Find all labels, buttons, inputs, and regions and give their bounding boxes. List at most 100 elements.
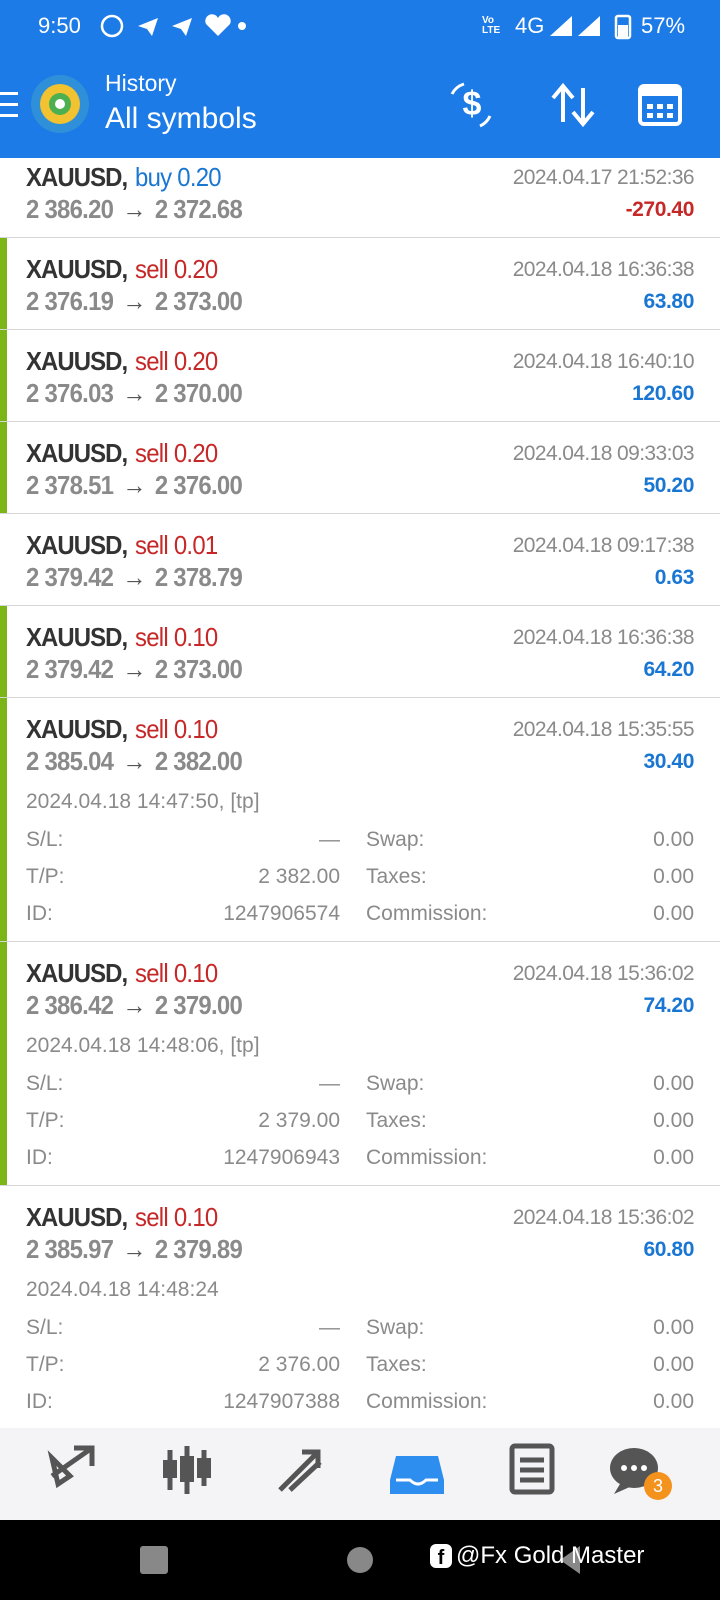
trade-action: sell 0.20 <box>135 254 218 284</box>
close-price: 2 379.89 <box>154 1234 243 1264</box>
detail-value: 0.00 <box>653 1353 694 1376</box>
open-price: 2 376.03 <box>26 378 114 408</box>
trade-action: sell 0.10 <box>135 714 218 744</box>
detail-label: T/P: <box>26 1109 65 1132</box>
price-arrow: → <box>122 654 146 684</box>
detail-value: 0.00 <box>653 865 694 888</box>
detail-label: Taxes: <box>366 1109 427 1132</box>
svg-text:$: $ <box>463 85 482 123</box>
detail-label: T/P: <box>26 865 65 888</box>
detail-label: Commission: <box>366 1390 488 1413</box>
detail-value: 2 376.00 <box>258 1353 340 1376</box>
detail-value: — <box>319 1316 340 1339</box>
trade-row[interactable]: XAUUSD, sell 0.20 2 376.19 → 2 373.00 2024.04… <box>0 238 720 330</box>
close-price: 2 373.00 <box>154 286 243 316</box>
detail-value: 0.00 <box>653 828 694 851</box>
trade-row[interactable]: XAUUSD, sell 0.10 2 385.04 → 2 382.00 2024.04… <box>0 698 720 942</box>
detail-value: 1247906943 <box>223 1146 340 1169</box>
system-buttons[interactable]: f <box>0 1520 720 1600</box>
notification-icons <box>100 14 246 38</box>
detail-label: Taxes: <box>366 865 427 888</box>
close-note: 2024.04.18 14:48:24 <box>26 1278 219 1301</box>
trade-time: 2024.04.18 09:17:38 <box>512 534 695 557</box>
trade-time: 2024.04.18 09:33:03 <box>512 442 695 465</box>
trade-list: XAUUSD, buy 0.20 2 386.20 → 2 372.68 2024.04.… <box>0 158 720 1428</box>
detail-label: ID: <box>26 1146 53 1169</box>
open-price: 2 385.04 <box>26 746 114 776</box>
trade-symbol: XAUUSD, <box>26 346 128 376</box>
price-arrow: → <box>122 1234 146 1264</box>
trade-symbol: XAUUSD, <box>26 254 128 284</box>
detail-label: Commission: <box>366 902 488 925</box>
close-price: 2 382.00 <box>154 746 243 776</box>
trade-symbol: XAUUSD, <box>26 958 128 988</box>
detail-value: 0.00 <box>653 1390 694 1413</box>
trade-prices: 2 386.20 → 2 372.68 <box>26 194 243 225</box>
volte-icon: Vo LTE <box>482 15 501 36</box>
trade-symbol: XAUUSD, <box>26 438 128 468</box>
app-bar: History All symbols $ <box>0 52 720 158</box>
detail-label: Commission: <box>366 1146 488 1169</box>
detail-value: 0.00 <box>653 1109 694 1132</box>
detail-label: Swap: <box>366 828 425 851</box>
trade-action: sell 0.10 <box>135 958 218 988</box>
toolbar-icons[interactable]: $ <box>450 80 700 130</box>
watermark: @Fx Gold Master <box>456 1542 645 1569</box>
detail-label: S/L: <box>26 1316 64 1339</box>
trade-action: sell 0.10 <box>135 1202 218 1232</box>
price-arrow: → <box>122 470 146 500</box>
system-navigation: f @Fx Gold Master <box>0 1520 720 1600</box>
trade-symbol: XAUUSD, <box>26 162 128 192</box>
trade-profit: 74.20 <box>643 994 694 1017</box>
open-price: 2 385.97 <box>26 1234 114 1264</box>
price-arrow: → <box>122 562 146 592</box>
open-price: 2 379.42 <box>26 562 114 592</box>
trade-time: 2024.04.18 15:35:55 <box>512 718 695 741</box>
trade-time: 2024.04.18 15:36:02 <box>512 962 695 985</box>
symbol-filter[interactable]: All symbols <box>105 102 257 135</box>
trade-prices: 2 385.97 → 2 379.89 <box>26 1234 243 1265</box>
trade-profit: 50.20 <box>643 474 694 497</box>
detail-value: 1247907388 <box>223 1390 340 1413</box>
trade-action: sell 0.01 <box>135 530 218 560</box>
trade-profit: 0.63 <box>654 566 695 589</box>
trade-symbol: XAUUSD, <box>26 530 128 560</box>
price-arrow: → <box>122 286 146 316</box>
open-price: 2 379.42 <box>26 654 114 684</box>
trade-symbol: XAUUSD, <box>26 1202 128 1232</box>
trade-time: 2024.04.18 16:36:38 <box>512 258 695 281</box>
trade-row[interactable]: XAUUSD, sell 0.20 2 378.51 → 2 376.00 2024.04… <box>0 422 720 514</box>
trade-symbol: XAUUSD, <box>26 714 128 744</box>
close-price: 2 373.00 <box>154 654 243 684</box>
trade-profit: 30.40 <box>643 750 694 773</box>
detail-label: Swap: <box>366 1316 425 1339</box>
detail-value: 0.00 <box>653 1316 694 1339</box>
trade-profit: 60.80 <box>643 1238 694 1261</box>
svg-text:f: f <box>438 1547 445 1569</box>
detail-value: 1247906574 <box>223 902 340 925</box>
trade-row[interactable]: XAUUSD, sell 0.01 2 379.42 → 2 378.79 2024.04… <box>0 514 720 606</box>
trade-row[interactable]: XAUUSD, sell 0.20 2 376.03 → 2 370.00 2024.04… <box>0 330 720 422</box>
status-bar: 9:50 Vo LTE 4G 57% <box>0 0 720 52</box>
network-type: 4G <box>515 13 545 38</box>
trade-time: 2024.04.18 16:40:10 <box>512 350 695 373</box>
close-note: 2024.04.18 14:48:06, [tp] <box>26 1034 260 1057</box>
trade-action: sell 0.20 <box>135 346 218 376</box>
trade-row[interactable]: XAUUSD, sell 0.10 2 386.42 → 2 379.00 2024.04… <box>0 942 720 1186</box>
trade-row[interactable]: XAUUSD, sell 0.10 2 385.97 → 2 379.89 2024.04… <box>0 1186 720 1428</box>
nav-icons[interactable] <box>0 1428 720 1520</box>
trade-prices: 2 379.42 → 2 378.79 <box>26 562 243 593</box>
price-arrow: → <box>122 378 146 408</box>
trade-time: 2024.04.17 21:52:36 <box>512 166 695 189</box>
battery-level: 57% <box>641 13 686 38</box>
price-arrow: → <box>122 746 146 776</box>
trade-profit: 64.20 <box>643 658 694 681</box>
trade-row[interactable]: XAUUSD, buy 0.20 2 386.20 → 2 372.68 2024.04.… <box>0 158 720 238</box>
trade-action: buy 0.20 <box>135 162 222 192</box>
trade-row[interactable]: XAUUSD, sell 0.10 2 379.42 → 2 373.00 2024.04… <box>0 606 720 698</box>
trade-time: 2024.04.18 15:36:02 <box>512 1206 695 1229</box>
menu-button[interactable] <box>0 90 20 120</box>
detail-value: — <box>319 828 340 851</box>
detail-label: ID: <box>26 1390 53 1413</box>
